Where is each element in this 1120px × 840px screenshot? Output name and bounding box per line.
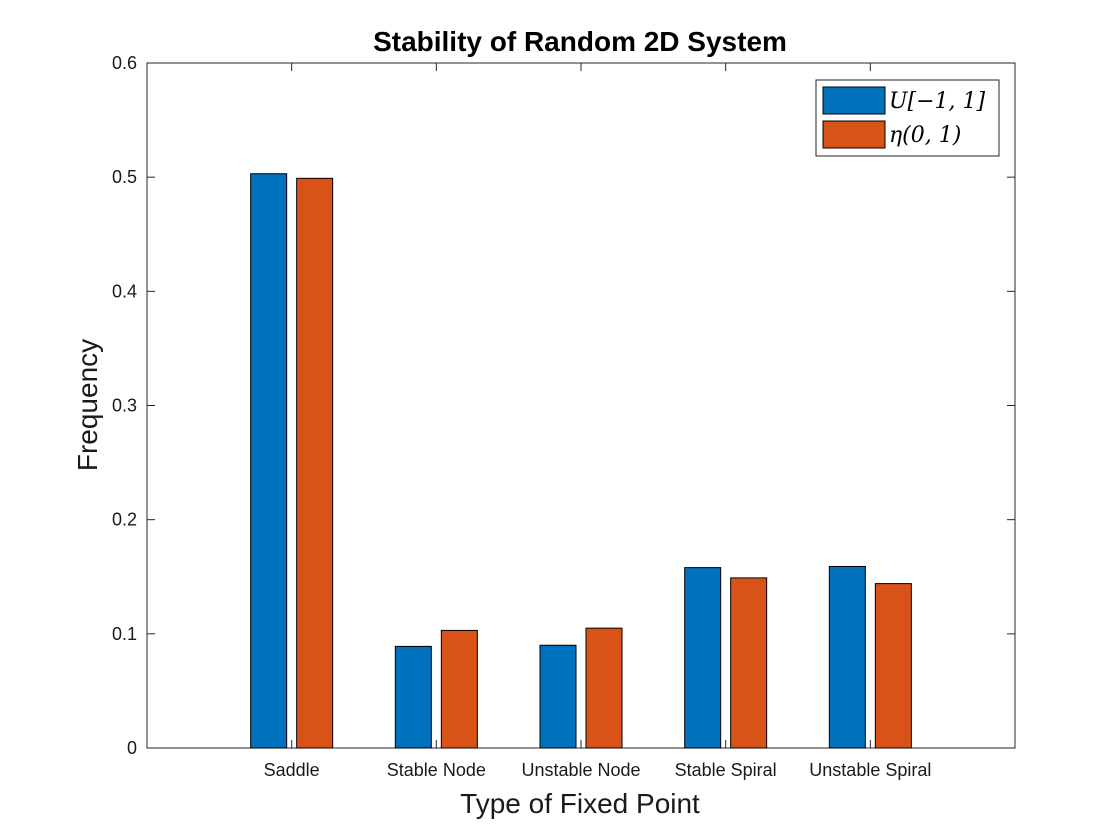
chart-title: Stability of Random 2D System: [373, 26, 787, 57]
y-tick-label: 0.2: [112, 510, 137, 530]
legend-label-uniform: U[−1, 1]: [889, 89, 986, 114]
x-tick-label: Saddle: [264, 760, 320, 780]
y-tick-label: 0.3: [112, 396, 137, 416]
bars-group: [250, 173, 912, 749]
bar-2-0: [539, 644, 577, 749]
x-axis-label: Type of Fixed Point: [460, 788, 700, 819]
y-tick-label: 0.4: [112, 281, 137, 301]
bar-3-1: [730, 577, 768, 749]
bar-4-1: [874, 583, 912, 749]
bar-4-0: [828, 565, 866, 749]
x-axis-ticks: Saddle Stable Node Unstable Node Stable Spi…: [264, 63, 931, 780]
legend-label-normal: η(0, 1): [889, 123, 961, 148]
x-tick-label: Unstable Node: [521, 760, 640, 780]
x-tick-label: Unstable Spiral: [809, 760, 931, 780]
bar-1-1: [440, 629, 478, 749]
y-tick-label: 0.1: [112, 624, 137, 644]
plot-area: [146, 62, 1016, 749]
y-tick-label: 0.6: [112, 53, 137, 73]
x-tick-label: Stable Node: [387, 760, 486, 780]
legend: U[−1, 1] η(0, 1): [815, 79, 1000, 157]
bar-2-1: [585, 627, 623, 749]
bar-1-0: [394, 645, 432, 749]
bar-0-1: [296, 177, 334, 749]
y-tick-label: 0.5: [112, 167, 137, 187]
bar-3-0: [684, 567, 722, 749]
y-axis-ticks: 0 0.1 0.2 0.3 0.4 0.5 0.6: [112, 53, 1015, 758]
legend-swatch-normal: [822, 120, 886, 149]
y-axis-label: Frequency: [72, 339, 103, 471]
y-tick-label: 0: [127, 738, 137, 758]
x-tick-label: Stable Spiral: [675, 760, 777, 780]
legend-swatch-uniform: [822, 86, 886, 115]
bar-0-0: [250, 173, 288, 749]
